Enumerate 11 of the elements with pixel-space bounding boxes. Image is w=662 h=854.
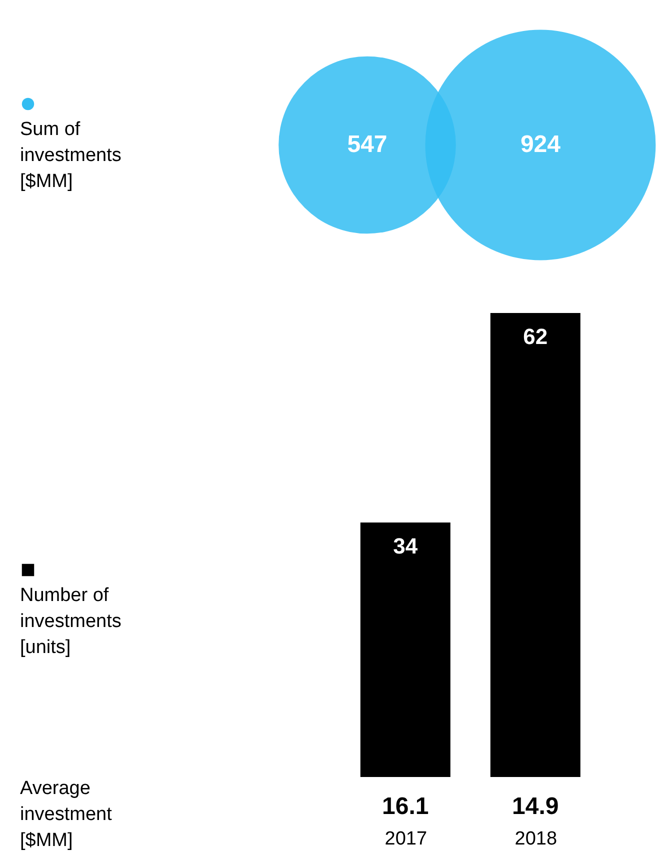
text: Average investment [$MM] bbox=[20, 778, 113, 851]
legend-label: Sum of investments [$MM] bbox=[20, 119, 122, 192]
data-label: 34 bbox=[393, 534, 418, 559]
text: 14.9 bbox=[512, 793, 559, 820]
text: 16.1 bbox=[382, 793, 429, 820]
data-label: 547 bbox=[347, 131, 388, 158]
data-label: 62 bbox=[523, 324, 548, 349]
data-label: 924 bbox=[520, 131, 562, 158]
x-tick-label: 2018 bbox=[514, 828, 558, 850]
legend-label: Number of investments [units] bbox=[20, 585, 122, 658]
x-tick-label: 2017 bbox=[384, 828, 428, 850]
